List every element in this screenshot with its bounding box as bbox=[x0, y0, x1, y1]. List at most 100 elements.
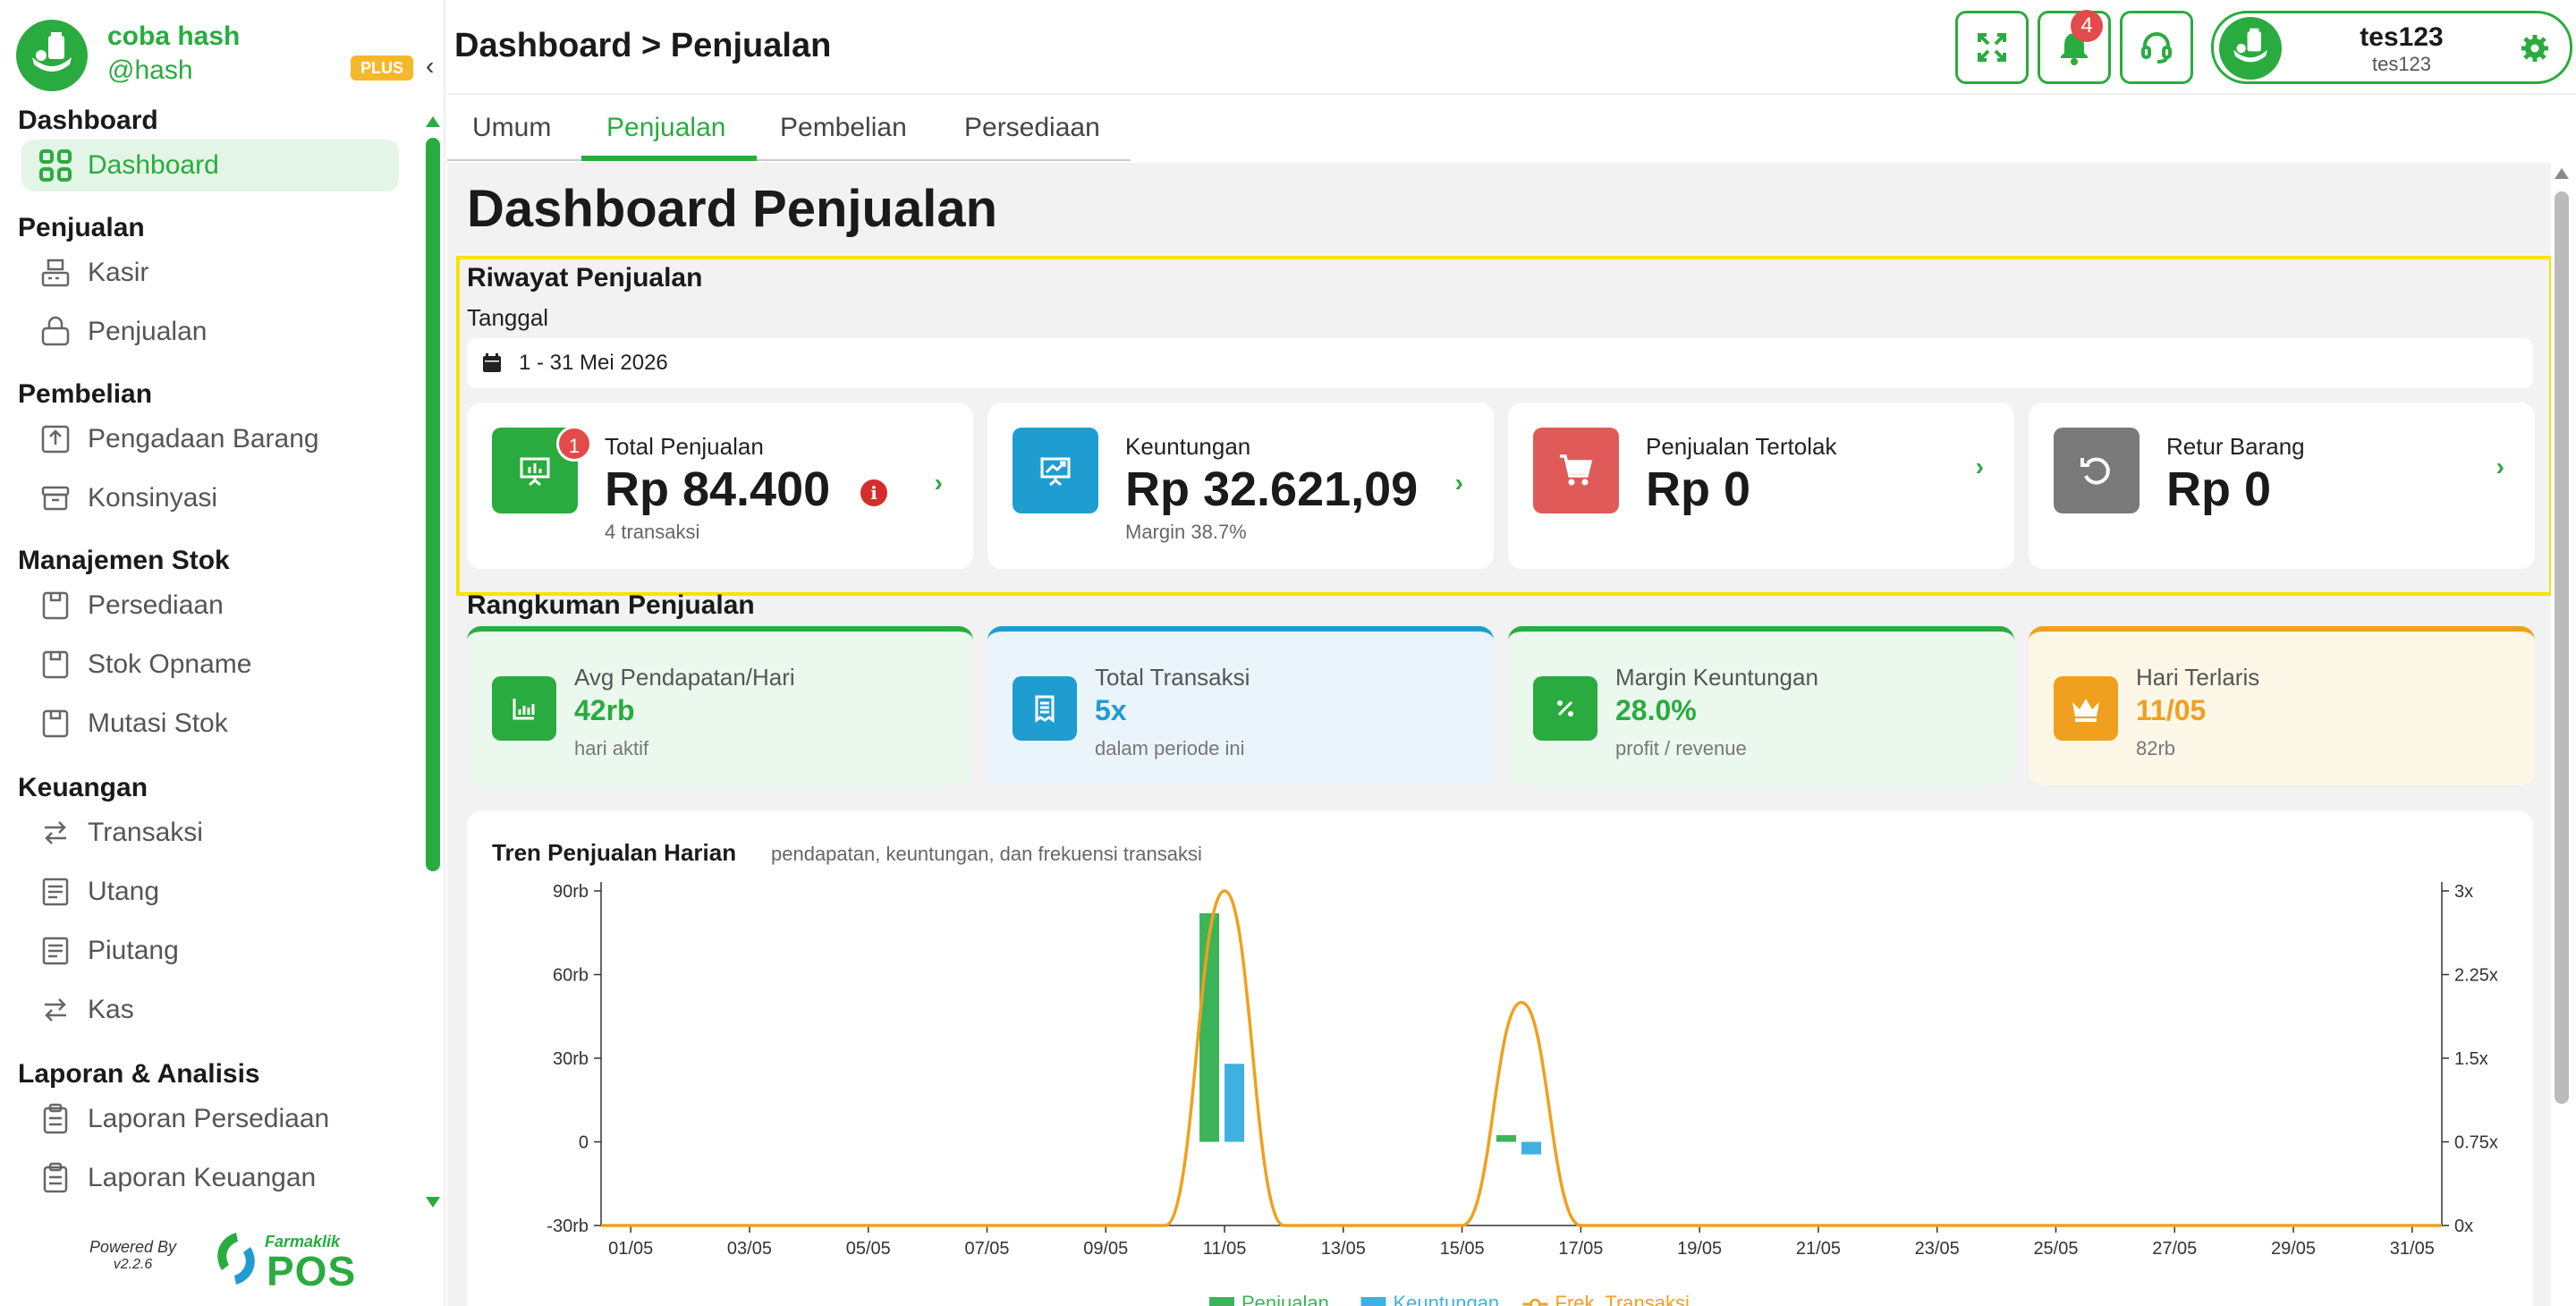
legend-label: Penjualan bbox=[1241, 1292, 1329, 1306]
chevron-right-icon[interactable]: › bbox=[1454, 469, 1463, 496]
stat-count-badge: 1 bbox=[556, 426, 592, 462]
stat-card-keuntungan[interactable]: Keuntungan Rp 32.621,09 Margin 38.7% › bbox=[987, 403, 1494, 569]
main-scrollbar[interactable] bbox=[2551, 163, 2572, 1306]
x-tick-label: 27/05 bbox=[2152, 1239, 2197, 1259]
summary-value: 28.0% bbox=[1615, 694, 1697, 726]
support-button[interactable] bbox=[2120, 11, 2193, 84]
avatar bbox=[2219, 17, 2282, 80]
summary-total-transaksi: Total Transaksi 5x dalam periode ini bbox=[987, 626, 1494, 785]
sidebar-item-stok-opname[interactable]: Stok Opname bbox=[21, 639, 399, 691]
y-left-tick-label: 0 bbox=[579, 1133, 589, 1153]
nav-group-laporan: Laporan & Analisis bbox=[18, 1059, 260, 1089]
sidebar-item-dashboard[interactable]: Dashboard bbox=[21, 140, 399, 191]
sidebar-item-konsinyasi[interactable]: Konsinyasi bbox=[21, 472, 399, 524]
sidebar-item-persediaan[interactable]: Persediaan bbox=[21, 580, 399, 632]
inbox-upload-icon bbox=[36, 420, 75, 459]
user-menu[interactable]: tes123 tes123 bbox=[2211, 11, 2572, 84]
bar-penjualan bbox=[1496, 1135, 1516, 1142]
summary-label: Hari Terlaris bbox=[2136, 664, 2260, 691]
sidebar-item-label: Penjualan bbox=[88, 317, 208, 346]
tab-umum[interactable]: Umum bbox=[472, 113, 552, 142]
rangkuman-title: Rangkuman Penjualan bbox=[467, 590, 755, 620]
cash-register-icon bbox=[36, 253, 75, 293]
sidebar-item-label: Transaksi bbox=[88, 818, 203, 847]
chevron-right-icon[interactable]: › bbox=[934, 469, 943, 496]
sidebar-item-laporan-persediaan[interactable]: Laporan Persediaan bbox=[21, 1093, 399, 1145]
summary-value: 42rb bbox=[574, 694, 635, 726]
sidebar-item-piutang[interactable]: Piutang bbox=[21, 925, 399, 977]
summary-value: 5x bbox=[1095, 694, 1127, 726]
tab-bar: Umum Penjualan Pembelian Persediaan bbox=[447, 97, 1131, 161]
stat-value: Rp 0 bbox=[2166, 462, 2272, 516]
stat-card-retur-barang[interactable]: Retur Barang Rp 0 › bbox=[2029, 403, 2535, 569]
legend-swatch bbox=[1360, 1297, 1386, 1306]
x-tick-label: 07/05 bbox=[964, 1239, 1009, 1259]
nav-group-pembelian: Pembelian bbox=[18, 379, 153, 409]
sidebar-item-penjualan[interactable]: Penjualan bbox=[21, 306, 399, 358]
growth-chart-icon bbox=[1013, 428, 1098, 513]
legend-marker bbox=[1530, 1298, 1541, 1306]
nav-group-keuangan: Keuangan bbox=[18, 773, 148, 802]
scroll-up-icon[interactable] bbox=[426, 116, 440, 127]
user-username: tes123 bbox=[2371, 53, 2432, 75]
clipboard-icon bbox=[36, 1099, 75, 1139]
info-icon[interactable]: i bbox=[860, 479, 887, 506]
x-tick-label: 17/05 bbox=[1558, 1239, 1603, 1259]
brand-name: coba hash bbox=[107, 21, 241, 51]
sidebar-item-kas[interactable]: Kas bbox=[21, 984, 399, 1036]
main-content: Dashboard Penjualan Riwayat Penjualan Ta… bbox=[447, 163, 2551, 1306]
stat-label: Retur Barang bbox=[2166, 433, 2305, 460]
sidebar-scrollbar[interactable] bbox=[426, 116, 440, 1208]
tab-penjualan[interactable]: Penjualan bbox=[606, 113, 726, 142]
stat-card-penjualan-tertolak[interactable]: Penjualan Tertolak Rp 0 › bbox=[1508, 403, 2014, 569]
x-tick-label: 09/05 bbox=[1083, 1239, 1128, 1259]
sidebar-item-label: Piutang bbox=[88, 936, 179, 965]
chevron-right-icon[interactable]: › bbox=[2496, 453, 2504, 480]
notification-count-badge: 4 bbox=[2071, 10, 2103, 42]
crown-icon bbox=[2054, 676, 2118, 741]
powered-by-label: Powered By bbox=[89, 1238, 177, 1256]
summary-avg-pendapatan: Avg Pendapatan/Hari 42rb hari aktif bbox=[467, 626, 973, 785]
notification-button[interactable]: 4 bbox=[2038, 10, 2111, 84]
collapse-sidebar-button[interactable]: ‹ bbox=[426, 52, 435, 80]
calendar-icon bbox=[483, 353, 501, 372]
clipboard-icon bbox=[36, 1158, 75, 1198]
tab-pembelian[interactable]: Pembelian bbox=[780, 113, 907, 142]
sidebar-item-pengadaan-barang[interactable]: Pengadaan Barang bbox=[21, 413, 399, 465]
fullscreen-button[interactable] bbox=[1955, 11, 2029, 84]
sidebar-nav: Dashboard Dashboard Penjualan Kasir Penj… bbox=[0, 100, 420, 1209]
expand-icon bbox=[1978, 33, 2006, 62]
nav-group-penjualan: Penjualan bbox=[18, 213, 145, 242]
bar-chart-icon bbox=[492, 676, 556, 741]
x-tick-label: 11/05 bbox=[1203, 1239, 1247, 1259]
sidebar-item-laporan-keuangan[interactable]: Laporan Keuangan bbox=[21, 1152, 399, 1204]
tab-persediaan[interactable]: Persediaan bbox=[964, 113, 1100, 142]
sidebar-item-mutasi-stok[interactable]: Mutasi Stok bbox=[21, 698, 399, 750]
sidebar-item-kasir[interactable]: Kasir bbox=[21, 247, 399, 299]
summary-sub: 82rb bbox=[2136, 737, 2176, 759]
sidebar-item-utang[interactable]: Utang bbox=[21, 866, 399, 918]
archive-icon bbox=[36, 479, 75, 518]
brand: coba hash @hash PLUS ‹ bbox=[16, 16, 445, 97]
chevron-right-icon[interactable]: › bbox=[1975, 453, 1984, 480]
gear-icon[interactable] bbox=[2520, 33, 2550, 64]
x-tick-label: 21/05 bbox=[1796, 1239, 1841, 1259]
swap-arrows-icon bbox=[36, 990, 75, 1030]
scroll-down-icon[interactable] bbox=[426, 1197, 440, 1208]
summary-label: Margin Keuntungan bbox=[1615, 664, 1818, 691]
top-header: Dashboard > Penjualan 4 tes123 tes123 bbox=[447, 0, 2576, 95]
date-range-picker[interactable]: 1 - 31 Mei 2026 bbox=[467, 338, 2533, 388]
scroll-up-icon[interactable] bbox=[2555, 168, 2569, 179]
brand-logo-icon bbox=[16, 20, 88, 91]
scrollbar-thumb[interactable] bbox=[426, 138, 440, 871]
sidebar-item-transaksi[interactable]: Transaksi bbox=[21, 807, 399, 859]
scrollbar-thumb[interactable] bbox=[2555, 191, 2569, 1104]
stat-card-total-penjualan[interactable]: 1 Total Penjualan Rp 84.400 i 4 transaks… bbox=[467, 403, 973, 569]
riwayat-penjualan-section: Riwayat Penjualan Tanggal 1 - 31 Mei 202… bbox=[456, 256, 2551, 596]
basket-icon bbox=[36, 312, 75, 352]
x-tick-label: 05/05 bbox=[846, 1239, 891, 1259]
x-tick-label: 25/05 bbox=[2033, 1239, 2078, 1259]
x-tick-label: 31/05 bbox=[2390, 1239, 2435, 1259]
y-right-tick-label: 2.25x bbox=[2454, 966, 2498, 986]
sidebar: coba hash @hash PLUS ‹ Dashboard Dashboa… bbox=[0, 0, 445, 1306]
